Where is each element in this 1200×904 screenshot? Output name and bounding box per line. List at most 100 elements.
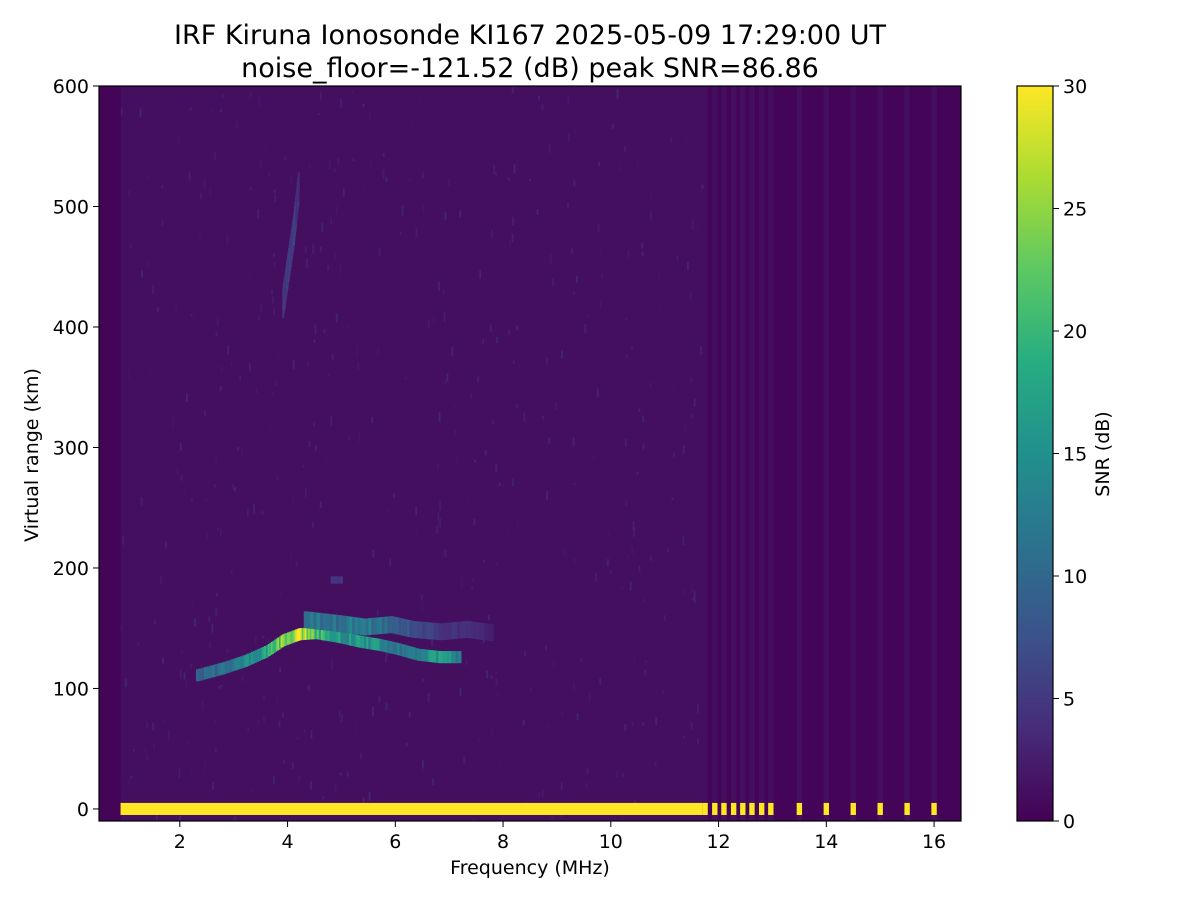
echo-trace-cell [368,637,373,650]
noise-speckle [548,144,551,154]
echo-trace-cell [314,627,319,640]
noise-speckle [495,463,498,472]
noise-speckle [495,671,498,675]
noise-speckle [273,189,276,194]
noise-speckle [408,178,411,183]
noise-speckle [257,209,260,219]
echo-trace-cell [441,623,446,641]
echo-trace-cell [394,617,398,634]
echo-trace-cell [198,668,203,681]
noise-speckle [362,182,365,191]
noise-speckle [368,791,371,801]
noise-speckle [237,446,240,451]
echo-trace-cell [427,649,432,662]
noise-speckle [475,725,478,731]
noise-speckle [270,425,273,429]
noise-speckle [204,762,206,773]
noise-speckle [208,616,211,622]
noise-speckle [140,496,143,506]
noise-speckle [567,96,570,105]
echo-trace-cell [398,618,403,635]
noise-speckle [434,276,437,282]
noise-speckle [496,693,499,697]
noise-speckle [257,719,260,725]
echo-trace-cell [319,613,325,631]
noise-speckle [220,365,223,373]
noise-speckle [233,816,236,821]
x-axis: 2 4 6 8 10 12 14 16 [174,821,946,853]
noise-speckle [176,467,179,474]
echo-trace-cell [440,651,445,664]
echo-trace-cell [407,620,411,637]
noise-speckle [152,722,154,731]
noise-speckle [201,701,203,705]
discrete-freq-band [730,86,737,821]
noise-speckle [529,687,532,692]
noise-speckle [354,723,357,733]
echo-trace-cell [435,623,440,641]
echo-trace-cell [320,628,325,641]
noise-speckle [240,174,243,178]
noise-speckle [624,439,627,448]
noise-speckle [327,264,330,271]
noise-speckle [489,324,492,333]
noise-speckle [552,660,555,669]
noise-speckle [516,404,518,408]
noise-speckle [561,350,563,359]
noise-speckle [341,713,344,719]
echo-trace-cell [311,627,315,640]
colorbar-tick-label: 10 [1063,566,1087,588]
echo-trace-cell [389,616,394,634]
echo-trace-cell [295,629,299,642]
x-tick-label: 16 [922,831,946,853]
noise-speckle [258,97,261,107]
echo-trace-cell [287,632,291,645]
noise-speckle [499,760,502,766]
noise-speckle [368,111,371,122]
noise-speckle [319,501,322,509]
noise-speckle [308,440,311,448]
noise-speckle [307,685,310,691]
noise-speckle [676,255,679,262]
echo-trace-cell [473,622,478,639]
echo-trace-cell [250,651,255,664]
noise-speckle [439,518,442,528]
noise-speckle [596,388,599,398]
noise-speckle [490,728,493,735]
noise-speckle [405,742,408,747]
noise-speckle [253,504,255,514]
echo-trace-cell [387,616,392,634]
noise-speckle [656,198,659,203]
noise-speckle [323,329,326,334]
noise-speckle [541,104,544,111]
noise-speckle [691,220,694,231]
x-tick-label: 12 [706,831,730,853]
noise-speckle [295,561,298,567]
noise-speckle [203,179,206,190]
noise-speckle [334,253,337,260]
noise-speckle [335,206,338,215]
echo-trace-cell [385,640,389,653]
noise-speckle [130,775,133,779]
echo-trace-cell [409,620,413,638]
echo-trace-cell [349,616,354,634]
noise-speckle [310,730,313,739]
noise-speckle [638,565,641,572]
echo-trace-cell [233,658,238,671]
noise-speckle [687,262,689,271]
y-tick-label: 400 [53,317,89,339]
noise-speckle [625,354,628,359]
echo-trace-cell [336,630,340,643]
noise-speckle [339,264,342,274]
echo-trace-cell [366,636,370,649]
noise-speckle [307,361,309,367]
noise-speckle [122,535,125,546]
noise-speckle [572,437,575,447]
sweep-band [120,86,703,821]
echo-trace-cell [453,651,458,664]
noise-speckle [476,376,479,383]
noise-speckle [372,706,374,716]
noise-speckle [638,408,641,412]
echo-trace-cell [270,641,274,654]
echo-trace-cell [323,628,327,641]
